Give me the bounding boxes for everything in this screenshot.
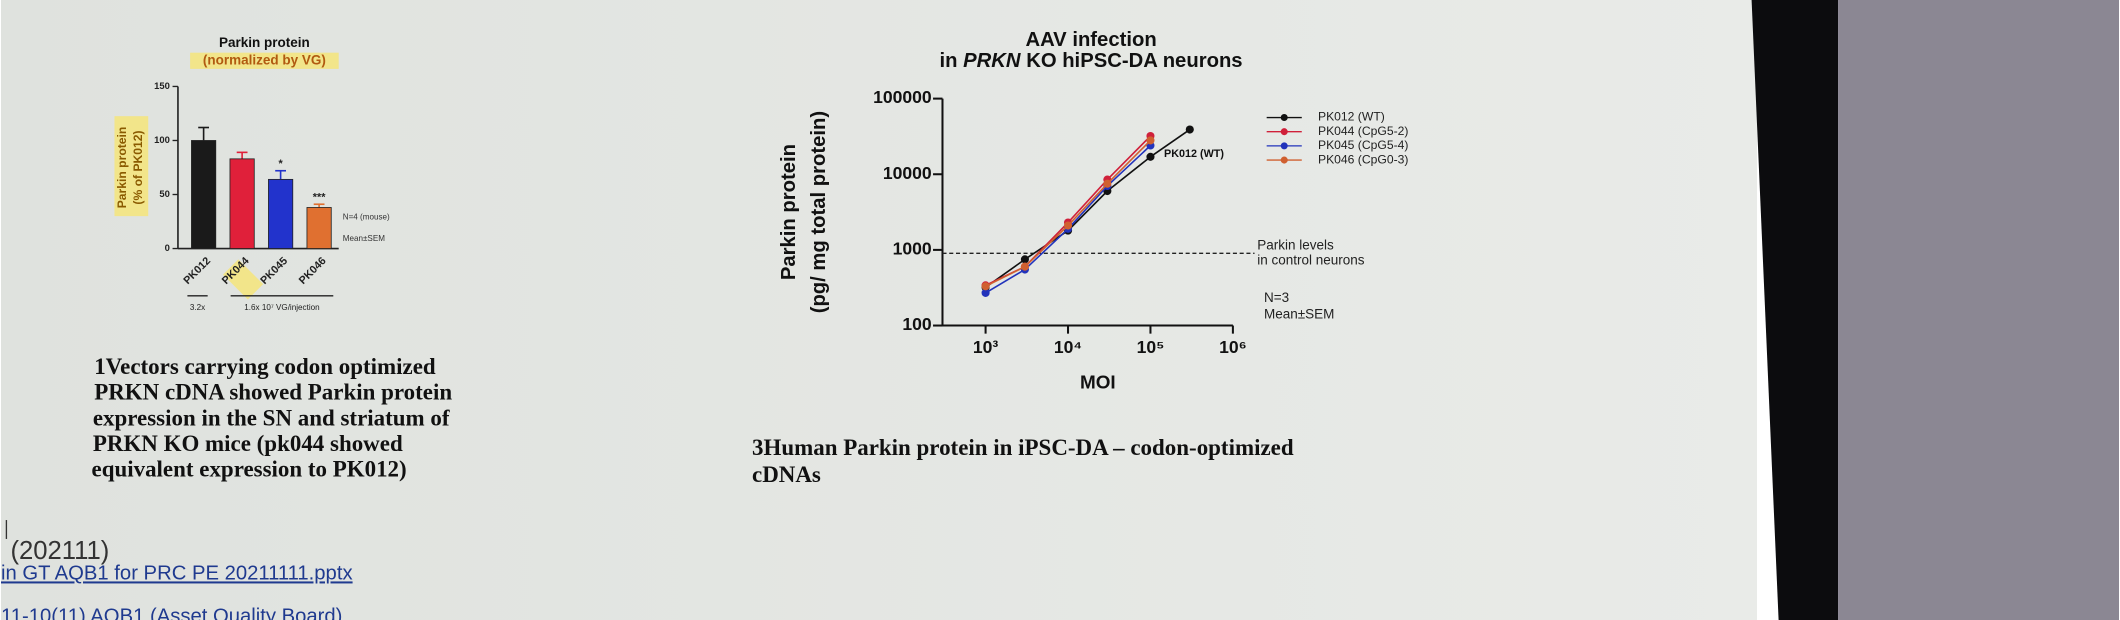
x-tick-label: 10⁵ (1137, 337, 1165, 357)
caption-line: PRKN KO mice (pk044 showed (93, 431, 403, 456)
note: N=3 (1264, 290, 1289, 305)
significance-label: * (279, 158, 284, 170)
note: Mean±SEM (343, 234, 385, 243)
wall (1838, 0, 2119, 620)
x-axis-label: MOI (1080, 373, 1116, 394)
bar (306, 207, 332, 249)
data-point (1185, 125, 1194, 134)
data-point (1146, 136, 1155, 145)
slide-background (1, 0, 1757, 620)
caption-line: cDNAs (752, 462, 821, 487)
highlight (114, 116, 149, 217)
bar (191, 140, 217, 249)
legend-marker (1280, 128, 1288, 136)
y-axis-label: (% of PK012) (131, 130, 145, 204)
y-tick-label: 50 (159, 189, 170, 200)
reference-label: in control neurons (1257, 252, 1365, 267)
data-point (1020, 262, 1029, 271)
x-tick-label: 10³ (973, 337, 999, 357)
group-label: 3.2x (190, 303, 205, 312)
x-tick-label: 10⁴ (1054, 337, 1082, 357)
file-text: 11-10(11) AQB1 (Asset Quality Board) (1, 606, 342, 620)
annotation: PK012 (WT) (1164, 148, 1224, 160)
subtitle-part: KO hiPSC-DA neurons (1021, 50, 1243, 72)
caption-line: expression in the SN and striatum of (93, 405, 450, 430)
caption-line: PRKN cDNA showed Parkin protein (94, 380, 452, 405)
series-line (985, 128, 1191, 288)
significance-label: *** (313, 191, 326, 203)
reference-label: Parkin levels (1257, 237, 1334, 252)
y-tick-label: 150 (154, 81, 170, 92)
data-point (981, 282, 990, 291)
legend-marker (1280, 114, 1288, 122)
bar (229, 158, 255, 249)
y-tick-label: 100 (154, 135, 170, 146)
legend-marker (1280, 142, 1288, 150)
chart-subtitle: in PRKN KO hiPSC-DA neurons (940, 50, 1243, 72)
caption-line: 3Human Parkin protein in iPSC-DA – codon… (752, 435, 1294, 460)
group-label: 1.6x 10⁷ VG/injection (244, 303, 319, 312)
data-point (1020, 255, 1029, 264)
chart-title: AAV infection (1025, 29, 1156, 51)
y-tick-label: 1000 (893, 239, 932, 259)
caption-2: 3Human Parkin protein in iPSC-DA – codon… (752, 435, 1294, 487)
bar-chart: Parkin protein (normalized by VG) Parkin p… (114, 35, 390, 312)
data-point (1146, 152, 1155, 161)
caption-1: 1Vectors carrying codon optimized PRKN c… (92, 354, 453, 482)
y-axis-label: Parkin protein (778, 144, 800, 280)
legend-label: PK044 (CpG5-2) (1318, 124, 1408, 138)
legend-label: PK045 (CpG5-4) (1318, 138, 1408, 152)
legend-marker (1280, 156, 1288, 164)
note: Mean±SEM (1264, 306, 1334, 321)
legend-label: PK012 (WT) (1318, 110, 1385, 124)
chart-subtitle: (normalized by VG) (203, 52, 326, 67)
highlight (190, 52, 339, 69)
highlight (223, 259, 264, 300)
file-link[interactable]: in GT AQB1 for PRC PE 20211111.pptx (1, 562, 353, 584)
caption-line: 1Vectors carrying codon optimized (94, 354, 436, 379)
data-point (981, 288, 990, 297)
note: N=4 (mouse) (343, 213, 390, 222)
x-tick-label: 10⁶ (1219, 337, 1247, 357)
bar (268, 178, 294, 249)
y-tick-label: 10000 (883, 163, 932, 183)
date-text: (202111) (10, 537, 109, 565)
subtitle-part: PRKN (963, 50, 1021, 72)
data-point (1103, 179, 1112, 188)
chart-title: Parkin protein (219, 35, 310, 50)
legend-label: PK046 (CpG0-3) (1318, 152, 1408, 166)
data-point (1063, 221, 1073, 230)
y-tick-label: 100 (902, 314, 932, 334)
y-axis-label: Parkin protein (115, 127, 129, 209)
caption-line: equivalent expression to PK012) (92, 457, 407, 482)
monitor-bezel (1751, 0, 1839, 620)
y-axis-label: (pg/ mg total protein) (808, 111, 830, 313)
y-tick-label: 100000 (873, 87, 932, 107)
subtitle-part: in (940, 50, 964, 72)
y-tick-label: 0 (165, 243, 170, 254)
